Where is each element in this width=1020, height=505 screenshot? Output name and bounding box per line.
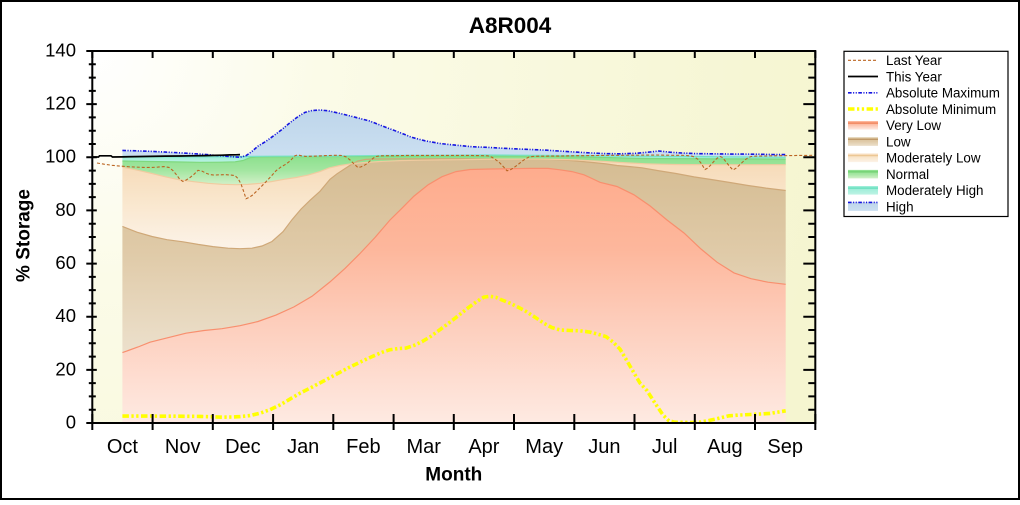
svg-text:120: 120 — [45, 93, 76, 114]
svg-text:0: 0 — [66, 411, 76, 432]
svg-text:Nov: Nov — [165, 436, 201, 458]
svg-text:80: 80 — [55, 199, 76, 220]
svg-text:20: 20 — [55, 358, 76, 379]
svg-text:Low: Low — [886, 135, 911, 150]
svg-text:Aug: Aug — [707, 436, 743, 458]
svg-text:% Storage: % Storage — [14, 189, 35, 282]
svg-text:Mar: Mar — [406, 436, 441, 458]
svg-text:Moderately Low: Moderately Low — [886, 151, 981, 166]
svg-text:Very Low: Very Low — [886, 118, 941, 133]
svg-text:Apr: Apr — [468, 436, 499, 458]
svg-text:Month: Month — [425, 465, 482, 486]
svg-text:Sep: Sep — [767, 436, 803, 458]
svg-text:Dec: Dec — [225, 436, 261, 458]
svg-text:140: 140 — [45, 39, 76, 60]
svg-text:This Year: This Year — [886, 70, 942, 85]
svg-text:Jun: Jun — [588, 436, 620, 458]
svg-text:Last Year: Last Year — [886, 53, 942, 68]
svg-text:Oct: Oct — [107, 436, 139, 458]
svg-text:Absolute Minimum: Absolute Minimum — [886, 102, 996, 117]
svg-text:Jul: Jul — [652, 436, 678, 458]
svg-text:40: 40 — [55, 305, 76, 326]
svg-text:A8R004: A8R004 — [469, 13, 552, 38]
svg-text:Absolute Maximum: Absolute Maximum — [886, 86, 1000, 101]
svg-text:May: May — [525, 436, 563, 458]
svg-text:Jan: Jan — [287, 436, 319, 458]
svg-text:Moderately High: Moderately High — [886, 183, 984, 198]
svg-text:60: 60 — [55, 252, 76, 273]
svg-text:100: 100 — [45, 146, 76, 167]
svg-text:Normal: Normal — [886, 167, 929, 182]
svg-text:Feb: Feb — [346, 436, 380, 458]
svg-text:High: High — [886, 200, 914, 215]
